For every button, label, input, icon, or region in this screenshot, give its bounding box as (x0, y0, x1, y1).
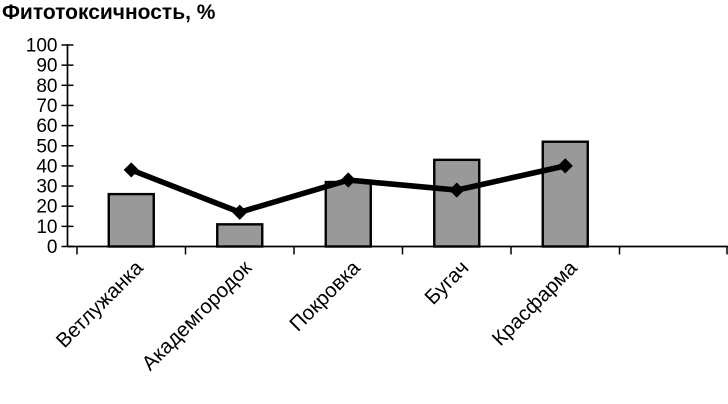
bar-Покровка (324, 180, 372, 248)
chart-title: Фитотоксичность, % (2, 1, 216, 24)
category-label-Покровка: Покровка (285, 256, 365, 336)
y-tick-label: 20 (36, 197, 57, 218)
y-tick-label: 70 (36, 96, 57, 117)
line-marker-Бугач (449, 182, 465, 198)
category-label-Бугач: Бугач (420, 256, 473, 309)
category-label-Ветлужанка: Ветлужанка (52, 256, 149, 353)
y-tick-label: 80 (36, 76, 57, 97)
y-tick-label: 0 (47, 237, 58, 258)
y-tick-label: 30 (36, 177, 57, 198)
y-tick-label: 100 (26, 36, 58, 57)
category-label-Академгородок: Академгородок (137, 256, 257, 376)
bar-Ветлужанка (107, 192, 155, 248)
y-tick-label: 10 (36, 217, 57, 238)
line-marker-Красфарма (557, 158, 573, 174)
y-tick-label: 90 (36, 56, 57, 77)
bar-Красфарма (541, 140, 589, 248)
line-marker-Ветлужанка (123, 162, 139, 178)
y-tick-label: 50 (36, 136, 57, 157)
line-marker-Академгородок (232, 204, 248, 220)
bar-Бугач (433, 158, 481, 248)
category-label-Красфарма: Красфарма (488, 256, 583, 351)
y-tick-label: 60 (36, 116, 57, 137)
y-tick-label: 40 (36, 156, 57, 177)
bar-Академгородок (216, 223, 264, 248)
line-marker-Покровка (340, 172, 356, 188)
